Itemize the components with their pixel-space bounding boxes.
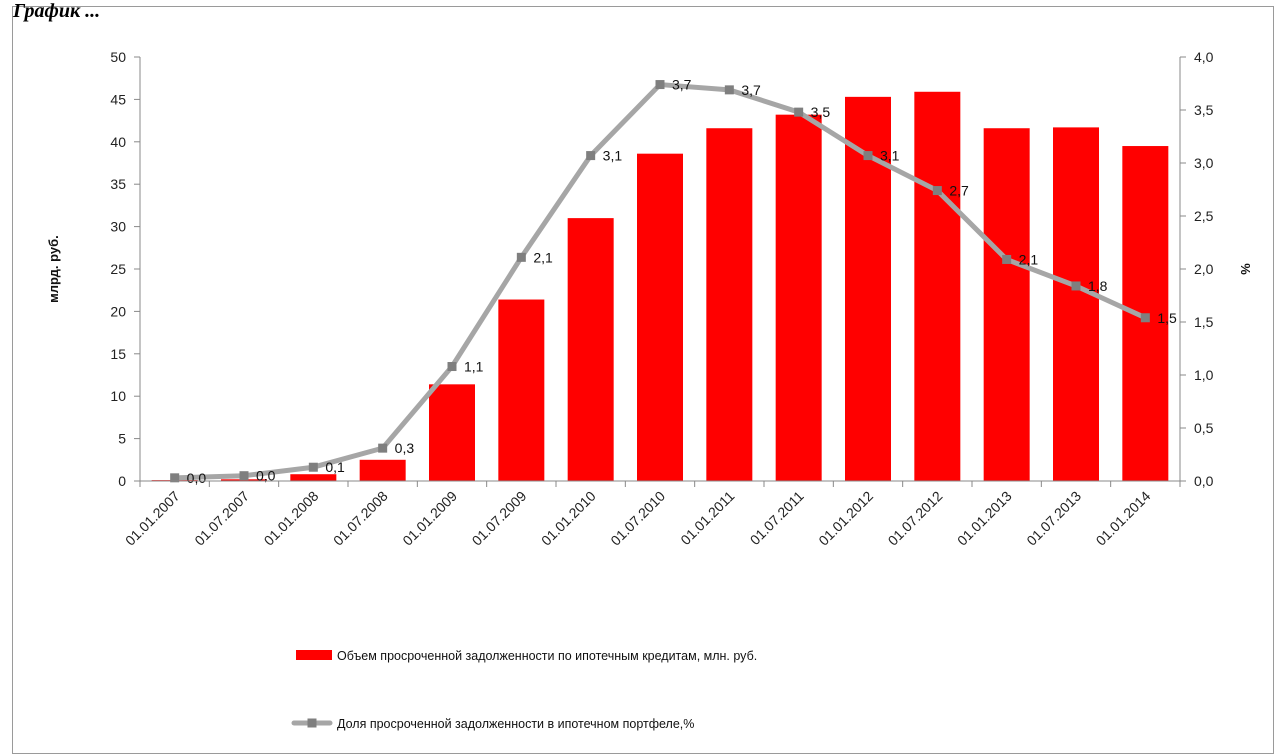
x-tick-label: 01.01.2012 <box>815 488 876 549</box>
line-data-label: 1,1 <box>464 359 484 375</box>
line-data-label: 1,8 <box>1088 278 1108 294</box>
line-data-label: 0,0 <box>256 468 276 484</box>
left-tick-label: 35 <box>110 176 126 192</box>
right-tick-label: 0,5 <box>1194 420 1214 436</box>
bar-7 <box>637 153 683 481</box>
legend-line-marker <box>307 718 317 728</box>
line-data-label: 2,1 <box>1019 251 1039 267</box>
line-marker-7 <box>655 80 665 90</box>
bars-group <box>151 91 1169 482</box>
x-tick-label: 01.01.2013 <box>954 488 1015 549</box>
bar-8 <box>706 128 753 481</box>
bar-12 <box>983 128 1030 481</box>
y-left-title: млрд. руб. <box>46 235 61 303</box>
right-tick-label: 0,0 <box>1194 473 1214 489</box>
bar-4 <box>429 384 475 481</box>
bar-3 <box>359 459 406 481</box>
x-tick-label: 01.07.2008 <box>330 488 391 549</box>
x-tick-label: 01.07.2010 <box>607 488 668 549</box>
x-tick-label: 01.01.2009 <box>399 488 460 549</box>
right-tick-label: 1,0 <box>1194 367 1214 383</box>
x-tick-label: 01.01.2008 <box>261 488 322 549</box>
right-tick-label: 3,5 <box>1194 102 1214 118</box>
line-marker-5 <box>516 252 526 262</box>
legend-group: Объем просроченной задолженности по ипот… <box>291 649 757 731</box>
left-tick-label: 30 <box>110 219 126 235</box>
x-tick-label: 01.07.2011 <box>747 488 807 548</box>
right-tick-label: 3,0 <box>1194 155 1214 171</box>
line-data-label: 2,7 <box>949 183 969 199</box>
left-tick-label: 50 <box>110 49 126 65</box>
bar-5 <box>498 299 545 481</box>
bar-6 <box>567 218 614 481</box>
x-tick-label: 01.07.2012 <box>885 488 946 549</box>
right-tick-label: 1,5 <box>1194 314 1214 330</box>
x-tick-label: 01.01.2014 <box>1093 488 1154 549</box>
line-marker-12 <box>1002 254 1012 264</box>
line-marker-10 <box>863 151 873 161</box>
left-tick-label: 45 <box>110 91 126 107</box>
x-tick-label: 01.07.2009 <box>469 488 530 549</box>
left-tick-label: 15 <box>110 346 126 362</box>
legend-bar-swatch <box>296 650 332 660</box>
right-tick-label: 2,5 <box>1194 208 1214 224</box>
x-tick-label: 01.01.2011 <box>677 488 737 548</box>
left-tick-label: 5 <box>118 431 126 447</box>
left-tick-label: 20 <box>110 303 126 319</box>
x-tick-label: 01.07.2007 <box>191 488 252 549</box>
line-marker-3 <box>378 443 388 453</box>
chart-area: 0,0 0,0 0,1 0,3 1,1 2,1 3,1 3,7 3,7 3,5 3,1 2,7 2,1 1… <box>46 49 1253 731</box>
bar-9 <box>775 114 822 481</box>
right-tick-label: 4,0 <box>1194 49 1214 65</box>
line-data-label: 3,5 <box>811 104 831 120</box>
line-marker-14 <box>1140 313 1150 323</box>
line-data-label: 3,7 <box>672 77 692 93</box>
x-tick-label: 01.07.2013 <box>1023 488 1084 549</box>
line-marker-9 <box>794 107 804 117</box>
line-data-label: 3,7 <box>741 82 761 98</box>
line-marker-4 <box>447 362 457 372</box>
line-marker-6 <box>586 151 596 161</box>
line-data-label: 3,1 <box>603 148 623 164</box>
line-data-label: 0,1 <box>325 459 345 475</box>
line-data-label: 0,0 <box>187 470 207 486</box>
left-tick-label: 25 <box>110 261 126 277</box>
x-tick-label: 01.01.2010 <box>538 488 599 549</box>
bar-13 <box>1053 127 1099 481</box>
line-marker-11 <box>932 186 942 196</box>
line-data-label: 2,1 <box>533 249 553 265</box>
line-marker-0 <box>170 473 180 483</box>
chart-caption: График ... <box>13 0 101 22</box>
line-data-label: 1,5 <box>1157 310 1177 326</box>
line-marker-13 <box>1071 281 1081 291</box>
legend-line-label: Доля просроченной задолженности в ипотеч… <box>337 717 694 731</box>
y-right-title: % <box>1238 263 1253 275</box>
line-data-label: 3,1 <box>880 148 900 164</box>
right-tick-label: 2,0 <box>1194 261 1214 277</box>
left-tick-label: 40 <box>110 134 126 150</box>
line-data-label: 0,3 <box>395 440 415 456</box>
line-marker-2 <box>308 462 318 472</box>
left-tick-label: 10 <box>110 388 126 404</box>
line-marker-1 <box>239 471 249 481</box>
left-tick-label: 0 <box>118 473 126 489</box>
line-marker-8 <box>724 85 734 95</box>
bar-11 <box>914 91 961 481</box>
legend-bar-label: Объем просроченной задолженности по ипот… <box>337 649 757 663</box>
bar-2 <box>290 474 337 481</box>
x-tick-label: 01.01.2007 <box>122 488 183 549</box>
line-group: 0,0 0,0 0,1 0,3 1,1 2,1 3,1 3,7 3,7 3,5 3,1 2,7 2,1 1… <box>170 77 1177 486</box>
chart-frame: График ... 0,0 0,0 0,1 0,3 1,1 2,1 3,1 3,7 3,7 3,… <box>12 1 1274 754</box>
